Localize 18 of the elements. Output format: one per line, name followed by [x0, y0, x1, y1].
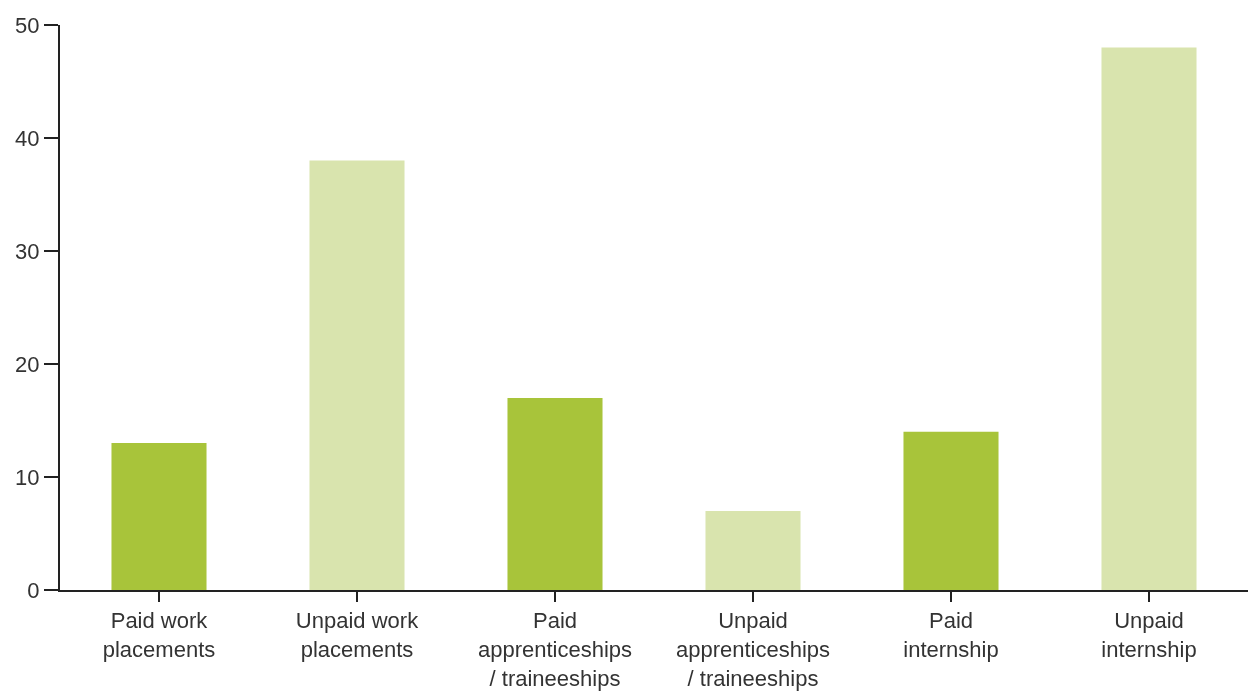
x-tick-label: Unpaid work placements: [295, 608, 420, 662]
bar: [1101, 47, 1197, 590]
y-tick-label: 20: [15, 351, 40, 377]
x-tick-label: Unpaid apprenticeships / traineeships: [675, 608, 831, 691]
y-tick-label: 50: [15, 12, 40, 38]
bar: [903, 431, 999, 590]
bar: [309, 160, 405, 590]
x-tick-label: Paid apprenticeships / traineeships: [477, 608, 633, 691]
y-tick-label: 10: [15, 464, 40, 490]
x-tick-label: Unpaid internship: [1101, 608, 1197, 662]
bar: [111, 443, 207, 590]
x-tick-label: Paid work placements: [102, 608, 216, 662]
y-tick-label: 40: [15, 125, 40, 151]
y-tick-label: 30: [15, 238, 40, 264]
bar: [705, 510, 801, 590]
x-tick-label: Paid internship: [903, 608, 999, 662]
bar: [507, 397, 603, 590]
y-tick-label: 0: [27, 577, 40, 603]
